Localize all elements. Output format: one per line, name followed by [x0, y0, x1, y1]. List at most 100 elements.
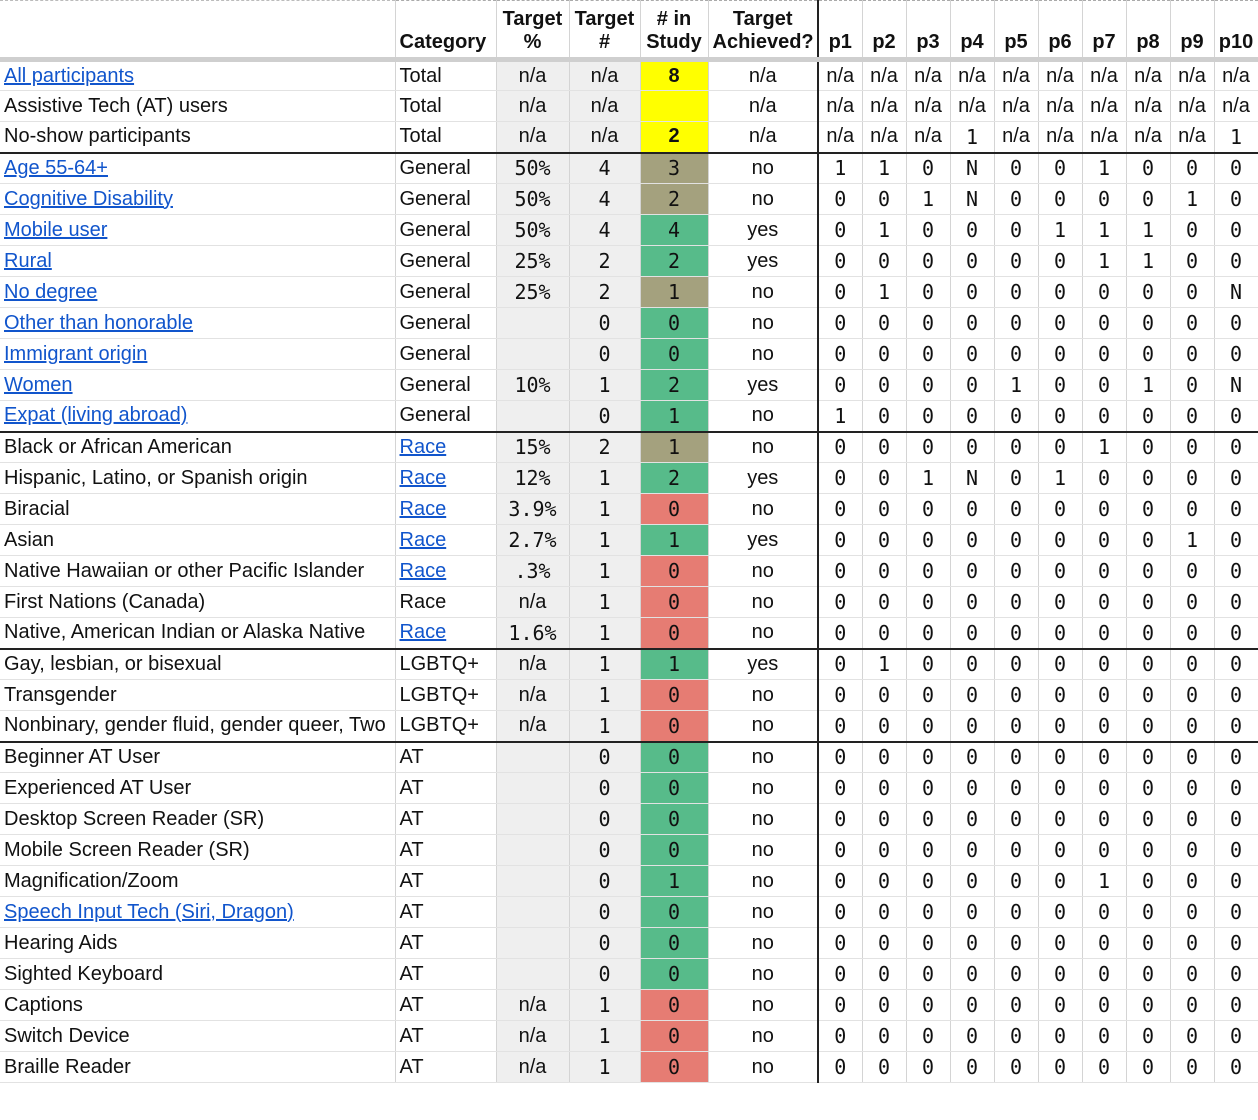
cell-participant[interactable]: 0: [1038, 617, 1083, 649]
cell-participant[interactable]: 0: [994, 927, 1039, 959]
cell-participant[interactable]: 0: [1082, 834, 1127, 866]
row-link[interactable]: No degree: [4, 280, 98, 303]
cell-participant[interactable]: 0: [862, 430, 907, 463]
cell-participant[interactable]: n/a: [994, 59, 1039, 91]
cell-participant[interactable]: 0: [994, 214, 1039, 246]
cell-target-achieved[interactable]: yes: [708, 245, 819, 277]
cell-target-pct[interactable]: 2.7%: [496, 524, 570, 556]
cell-participant[interactable]: 0: [950, 493, 995, 525]
cell-participant[interactable]: 0: [994, 524, 1039, 556]
cell-participant[interactable]: 0: [1082, 617, 1127, 649]
cell-target-achieved[interactable]: no: [708, 430, 819, 463]
cell-participant[interactable]: 0: [1126, 834, 1171, 866]
cell-target-achieved[interactable]: no: [708, 710, 819, 742]
cell-participant[interactable]: 0: [1214, 772, 1258, 804]
cell-participant[interactable]: 0: [817, 307, 863, 339]
cell-participant[interactable]: 0: [994, 989, 1039, 1021]
cell-participant[interactable]: 1: [862, 276, 907, 308]
cell-participant[interactable]: 0: [950, 214, 995, 246]
cell-participant[interactable]: 0: [950, 989, 995, 1021]
cell-category[interactable]: LGBTQ+: [395, 679, 497, 711]
cell-participant[interactable]: 0: [1082, 586, 1127, 618]
cell-target-achieved[interactable]: no: [708, 555, 819, 587]
cell-participant[interactable]: 0: [1126, 276, 1171, 308]
cell-participant[interactable]: 0: [906, 834, 951, 866]
cell-label[interactable]: Gay, lesbian, or bisexual: [0, 647, 396, 680]
header-participant[interactable]: p9: [1170, 0, 1215, 62]
cell-in-study[interactable]: 3: [640, 151, 709, 184]
cell-category[interactable]: AT: [395, 740, 497, 773]
cell-participant[interactable]: 0: [1082, 740, 1127, 773]
cell-label[interactable]: Other than honorable: [0, 307, 396, 339]
cell-label[interactable]: Sighted Keyboard: [0, 958, 396, 990]
cell-label[interactable]: Expat (living abroad): [0, 400, 396, 432]
cell-participant[interactable]: 0: [1126, 865, 1171, 897]
cell-target-num[interactable]: 1: [569, 369, 641, 401]
cell-participant[interactable]: 0: [1082, 1020, 1127, 1052]
cell-participant[interactable]: 0: [994, 462, 1039, 494]
cell-target-pct[interactable]: [496, 740, 570, 773]
cell-participant[interactable]: 0: [994, 276, 1039, 308]
cell-participant[interactable]: 0: [1126, 493, 1171, 525]
cell-participant[interactable]: 0: [1214, 245, 1258, 277]
category-link[interactable]: Race: [399, 497, 447, 520]
cell-participant[interactable]: n/a: [1038, 121, 1083, 153]
cell-participant[interactable]: 0: [994, 1020, 1039, 1052]
cell-participant[interactable]: 0: [1038, 245, 1083, 277]
cell-target-achieved[interactable]: n/a: [708, 90, 819, 122]
cell-participant[interactable]: 0: [950, 834, 995, 866]
cell-target-num[interactable]: 0: [569, 834, 641, 866]
cell-participant[interactable]: 0: [994, 338, 1039, 370]
cell-participant[interactable]: 0: [862, 1051, 907, 1083]
cell-target-pct[interactable]: 25%: [496, 245, 570, 277]
cell-participant[interactable]: 0: [1038, 772, 1083, 804]
cell-target-pct[interactable]: n/a: [496, 679, 570, 711]
cell-target-pct[interactable]: [496, 834, 570, 866]
cell-participant[interactable]: 0: [1038, 524, 1083, 556]
cell-participant[interactable]: 0: [906, 245, 951, 277]
cell-label[interactable]: Native, American Indian or Alaska Native: [0, 617, 396, 649]
cell-target-num[interactable]: 0: [569, 307, 641, 339]
cell-participant[interactable]: 0: [862, 1020, 907, 1052]
cell-participant[interactable]: 0: [1038, 276, 1083, 308]
cell-participant[interactable]: 0: [994, 307, 1039, 339]
row-link[interactable]: Other than honorable: [4, 311, 194, 334]
cell-participant[interactable]: 0: [1038, 803, 1083, 835]
cell-participant[interactable]: 0: [1214, 493, 1258, 525]
cell-participant[interactable]: 0: [994, 245, 1039, 277]
cell-participant[interactable]: 0: [1126, 617, 1171, 649]
cell-participant[interactable]: 0: [1038, 679, 1083, 711]
cell-participant[interactable]: 0: [1214, 462, 1258, 494]
cell-participant[interactable]: 0: [1126, 400, 1171, 432]
row-link[interactable]: All participants: [4, 64, 135, 87]
cell-target-pct[interactable]: n/a: [496, 1020, 570, 1052]
cell-category[interactable]: Total: [395, 121, 497, 153]
cell-target-num[interactable]: 0: [569, 338, 641, 370]
cell-participant[interactable]: 1: [1082, 865, 1127, 897]
cell-target-num[interactable]: 1: [569, 647, 641, 680]
cell-target-num[interactable]: n/a: [569, 90, 641, 122]
cell-target-num[interactable]: 2: [569, 276, 641, 308]
cell-label[interactable]: No degree: [0, 276, 396, 308]
cell-participant[interactable]: 0: [1082, 647, 1127, 680]
cell-participant[interactable]: 0: [1038, 307, 1083, 339]
cell-participant[interactable]: 1: [950, 121, 995, 153]
cell-in-study[interactable]: 0: [640, 772, 709, 804]
cell-participant[interactable]: 0: [1214, 679, 1258, 711]
cell-in-study[interactable]: 0: [640, 555, 709, 587]
cell-participant[interactable]: n/a: [862, 59, 907, 91]
cell-in-study[interactable]: 0: [640, 896, 709, 928]
cell-participant[interactable]: n/a: [862, 121, 907, 153]
cell-participant[interactable]: 0: [906, 927, 951, 959]
cell-target-achieved[interactable]: yes: [708, 369, 819, 401]
cell-participant[interactable]: 0: [862, 338, 907, 370]
cell-target-num[interactable]: 4: [569, 183, 641, 215]
cell-label[interactable]: Mobile user: [0, 214, 396, 246]
cell-participant[interactable]: 0: [1214, 1020, 1258, 1052]
cell-participant[interactable]: 0: [950, 617, 995, 649]
cell-participant[interactable]: 0: [1170, 400, 1215, 432]
cell-in-study[interactable]: 2: [640, 245, 709, 277]
cell-participant[interactable]: 0: [1170, 865, 1215, 897]
cell-participant[interactable]: 1: [1082, 430, 1127, 463]
cell-target-num[interactable]: 1: [569, 1051, 641, 1083]
